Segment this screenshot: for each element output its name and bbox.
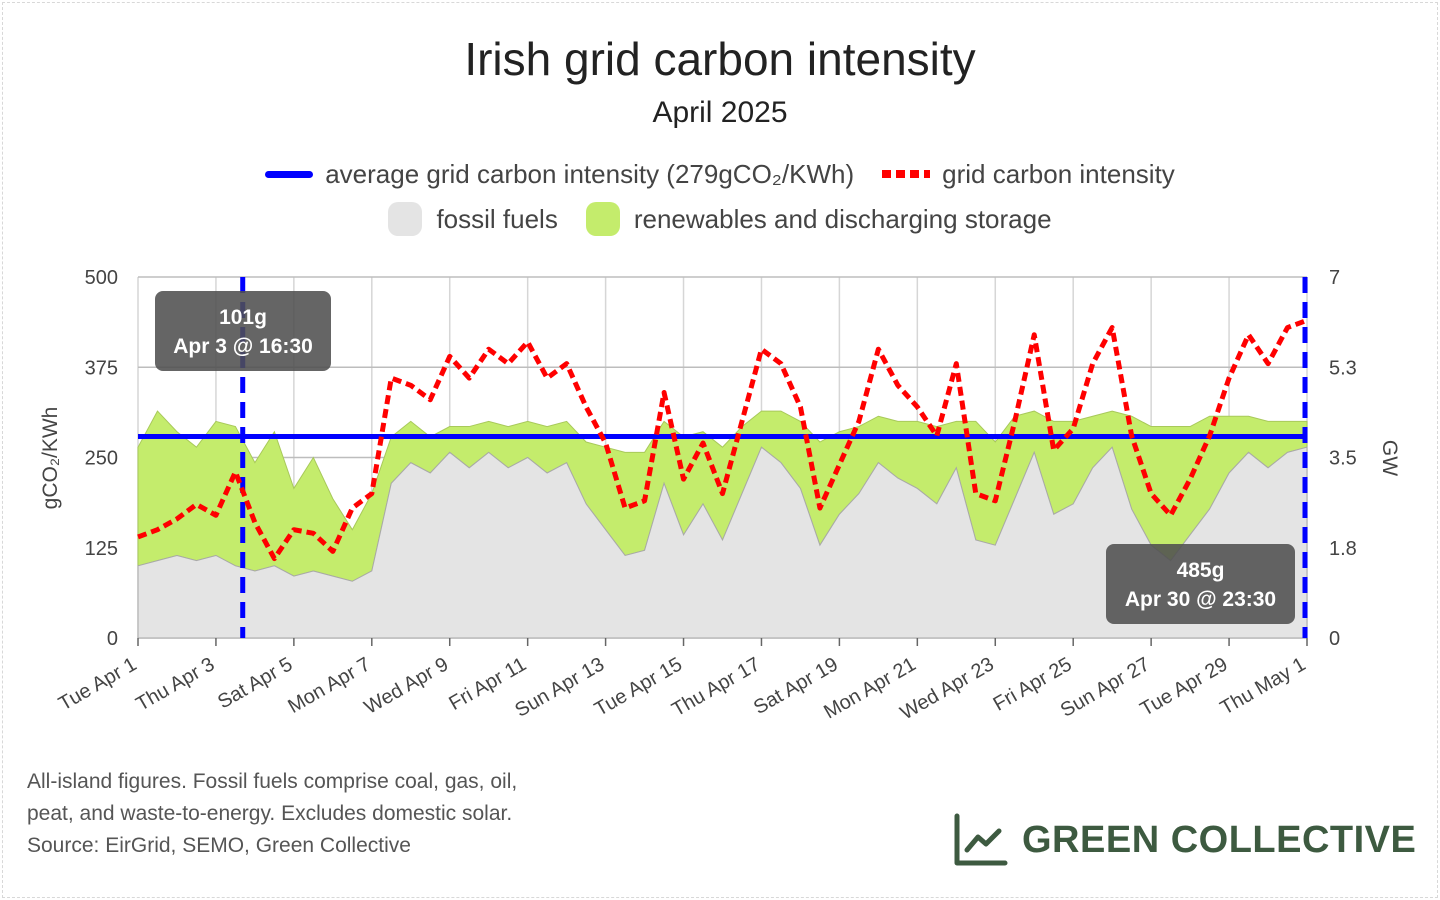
y2-tick-label: 5.3 (1329, 357, 1357, 379)
max-tooltip: 485g Apr 30 @ 23:30 (1106, 544, 1295, 624)
y-tick-label: 375 (85, 357, 118, 379)
footnote: All-island figures. Fossil fuels compris… (27, 766, 687, 862)
legend-item-average[interactable]: average grid carbon intensity (279gCO₂/K… (265, 159, 854, 190)
stacked-areas (137, 410, 1308, 639)
legend-row-lines: average grid carbon intensity (279gCO₂/K… (0, 156, 1440, 192)
legend-label-fossil: fossil fuels (436, 203, 558, 234)
legend-swatch-average (265, 170, 314, 178)
intensity-line (137, 317, 1308, 562)
min-tooltip-value: 101g (219, 306, 267, 329)
y-tick-label: 0 (107, 628, 118, 650)
x-tick-label: Wed Apr 9 (361, 653, 453, 719)
y-tick-label: 250 (85, 448, 118, 470)
chart-subtitle: April 2025 (652, 96, 788, 129)
legend-label-intensity: grid carbon intensity (942, 158, 1175, 189)
x-tick-label: Thu Apr 17 (668, 653, 764, 721)
x-tick-label: Tue Apr 15 (591, 653, 686, 721)
x-tick-label: Thu May 1 (1217, 653, 1310, 719)
min-tooltip: 101g Apr 3 @ 16:30 (155, 291, 331, 371)
footnote-line: All-island figures. Fossil fuels compris… (27, 770, 518, 793)
legend-item-fossil[interactable]: fossil fuels (388, 202, 558, 236)
x-tick-label: Sun Apr 13 (511, 653, 608, 722)
y-tick-label: 125 (85, 538, 118, 560)
y-tick-label: 500 (85, 267, 118, 289)
x-tick-label: Sun Apr 27 (1057, 653, 1154, 722)
y-axis-label: gCO₂/KWh (39, 407, 62, 510)
chart-title: Irish grid carbon intensity (464, 33, 976, 85)
line-chart-icon (954, 813, 1008, 866)
legend-swatch-renewables (585, 202, 620, 236)
y2-tick-label: 3.5 (1329, 448, 1357, 470)
x-tick-label: Sat Apr 5 (214, 653, 296, 713)
legend-row-areas: fossil fuels renewables and discharging … (0, 200, 1440, 238)
legend-swatch-intensity (882, 170, 931, 178)
y2-tick-label: 7 (1329, 267, 1340, 289)
logo-text: GREEN COLLECTIVE (1022, 818, 1417, 861)
max-tooltip-time: Apr 30 @ 23:30 (1124, 588, 1277, 611)
x-tick-label: Tue Apr 29 (1136, 653, 1231, 721)
green-collective-logo[interactable]: GREEN COLLECTIVE (952, 812, 1416, 868)
x-tick-label: Thu Apr 3 (132, 653, 218, 715)
x-tick-label: Tue Apr 1 (55, 653, 140, 715)
y2-tick-label: 1.8 (1329, 538, 1357, 560)
legend-label-renewables: renewables and discharging storage (633, 203, 1052, 234)
legend-item-renewables[interactable]: renewables and discharging storage (585, 202, 1052, 236)
max-tooltip-value: 485g (1176, 559, 1225, 582)
footnote-line: peat, and waste-to-energy. Excludes dome… (27, 802, 513, 825)
y2-axis-label: GW (1378, 440, 1401, 476)
y2-tick-label: 0 (1329, 628, 1340, 650)
min-tooltip-time: Apr 3 @ 16:30 (173, 335, 313, 358)
legend-swatch-fossil (388, 202, 423, 236)
x-tick-label: Mon Apr 7 (284, 653, 374, 718)
footnote-line: Source: EirGrid, SEMO, Green Collective (27, 834, 411, 857)
legend-item-intensity[interactable]: grid carbon intensity (882, 159, 1175, 190)
legend-label-average: average grid carbon intensity (279gCO₂/K… (325, 158, 855, 189)
